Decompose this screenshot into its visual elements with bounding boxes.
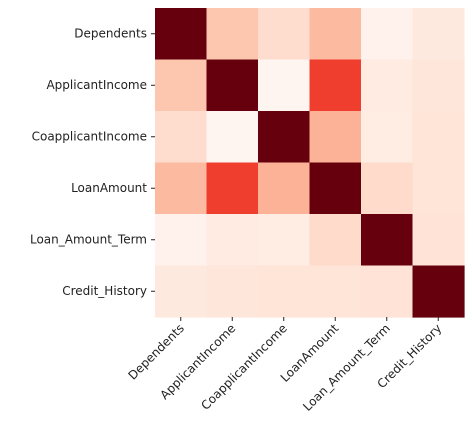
heatmap-cell bbox=[206, 265, 259, 318]
x-tick-label: CoapplicantIncome bbox=[198, 321, 290, 413]
heatmap-cell bbox=[206, 111, 259, 164]
heatmap-cell bbox=[412, 111, 465, 164]
heatmap-cell bbox=[309, 265, 362, 318]
heatmap-cell bbox=[361, 59, 414, 112]
x-axis: DependentsApplicantIncomeCoapplicantInco… bbox=[125, 317, 444, 414]
y-tick-label: Credit_History bbox=[62, 284, 147, 298]
y-tick-label: ApplicantIncome bbox=[46, 78, 147, 92]
heatmap-cell bbox=[206, 162, 259, 215]
y-tick-label: LoanAmount bbox=[71, 181, 147, 195]
heatmap-cell bbox=[155, 59, 208, 112]
heatmap-cell bbox=[412, 59, 465, 112]
heatmap-cell bbox=[361, 162, 414, 215]
heatmap-cell bbox=[155, 265, 208, 318]
heatmap-cell bbox=[155, 162, 208, 215]
heatmap-cell bbox=[412, 162, 465, 215]
heatmap-cell bbox=[206, 59, 259, 112]
heatmap-cell bbox=[361, 214, 414, 267]
heatmap-cell bbox=[258, 8, 311, 61]
heatmap-cell bbox=[412, 214, 465, 267]
heatmap-cell bbox=[258, 59, 311, 112]
heatmap-cell bbox=[309, 214, 362, 267]
heatmap-cell bbox=[155, 214, 208, 267]
heatmap-cell bbox=[412, 265, 465, 318]
heatmap-cell bbox=[309, 162, 362, 215]
y-tick-label: Loan_Amount_Term bbox=[30, 232, 147, 246]
heatmap-cell bbox=[258, 265, 311, 318]
heatmap-cell bbox=[361, 111, 414, 164]
heatmap-cell bbox=[309, 111, 362, 164]
y-tick-label: Dependents bbox=[74, 26, 147, 40]
heatmap-cells bbox=[155, 8, 465, 318]
heatmap-cell bbox=[361, 8, 414, 61]
heatmap-cell bbox=[206, 8, 259, 61]
heatmap-cell bbox=[258, 214, 311, 267]
heatmap-cell bbox=[309, 8, 362, 61]
heatmap-cell bbox=[155, 8, 208, 61]
y-axis: Dependents ApplicantIncome CoapplicantInco… bbox=[30, 26, 155, 298]
heatmap-cell bbox=[206, 214, 259, 267]
heatmap-cell bbox=[309, 59, 362, 112]
heatmap-cell bbox=[155, 111, 208, 164]
x-tick-label: Loan_Amount_Term bbox=[300, 321, 393, 414]
y-tick-label: CoapplicantIncome bbox=[32, 129, 147, 143]
heatmap-cell bbox=[361, 265, 414, 318]
heatmap-cell bbox=[258, 162, 311, 215]
heatmap-cell bbox=[412, 8, 465, 61]
heatmap-cell bbox=[258, 111, 311, 164]
